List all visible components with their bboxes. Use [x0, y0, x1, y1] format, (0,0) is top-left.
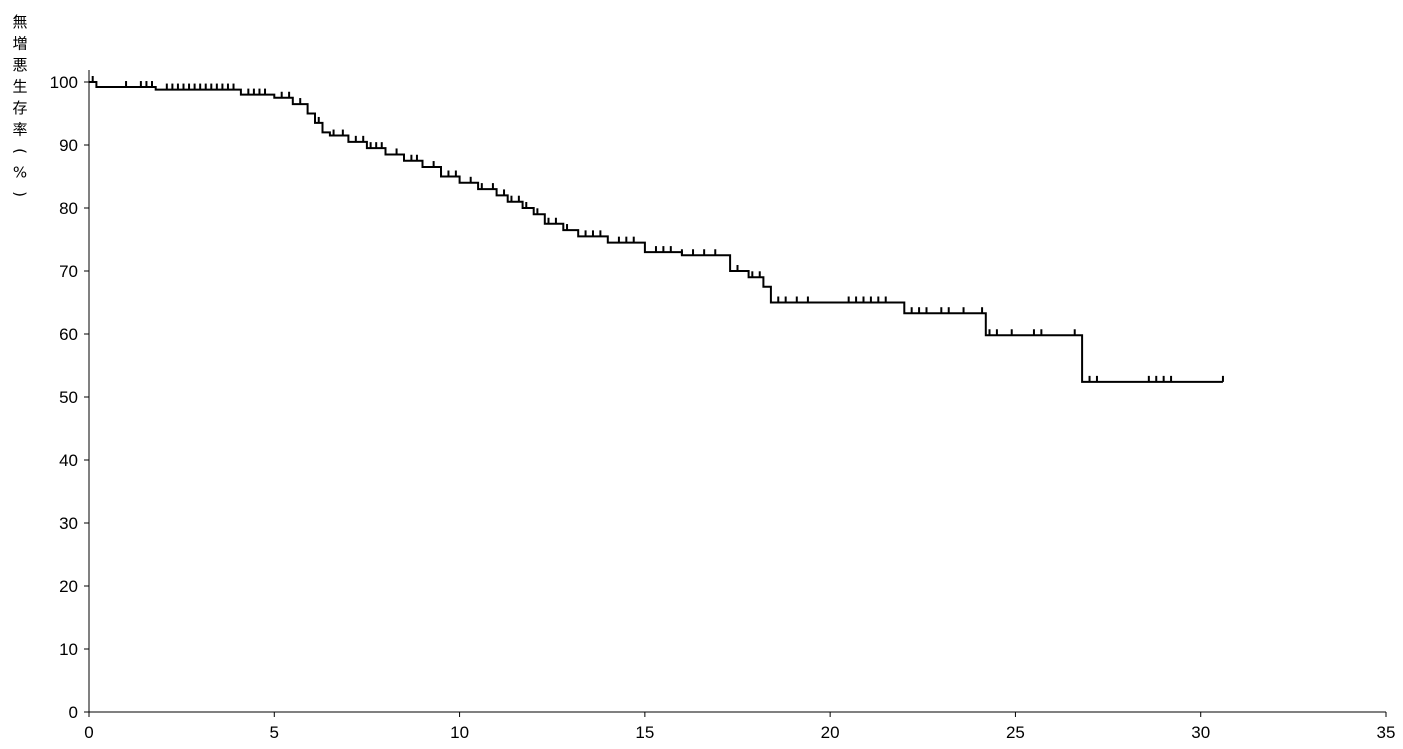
y-tick-label: 80	[59, 199, 78, 218]
chart-plot-area	[89, 76, 1224, 383]
x-tick-label: 15	[635, 723, 654, 742]
x-tick-label: 30	[1191, 723, 1210, 742]
y-axis-label-char: 生	[12, 78, 27, 96]
y-tick-label: 100	[50, 73, 78, 92]
y-axis-label-char: )	[11, 191, 29, 197]
y-axis-label-char: 率	[12, 121, 27, 139]
y-axis-label-char: 無	[12, 13, 27, 31]
chart-ticks: 0 10 20 30 40 50 60 70 80 90 100 0 5 10 15 20 25 30 35	[50, 73, 1396, 742]
y-tick-label: 50	[59, 388, 78, 407]
y-tick-label: 60	[59, 325, 78, 344]
y-axis-label-char: 存	[12, 99, 27, 117]
x-tick-label: 25	[1006, 723, 1025, 742]
y-axis-label-char: (	[11, 148, 29, 154]
y-axis-label-char: %	[13, 164, 27, 182]
y-tick-label: 40	[59, 451, 78, 470]
x-tick-label: 5	[270, 723, 279, 742]
y-tick-label: 0	[69, 703, 78, 722]
x-tick-label: 0	[84, 723, 93, 742]
survival-step-line	[89, 81, 1223, 383]
y-tick-label: 10	[59, 640, 78, 659]
x-tick-label: 20	[821, 723, 840, 742]
y-tick-label: 90	[59, 136, 78, 155]
x-tick-label: 35	[1377, 723, 1396, 742]
y-axis-label-char: 悪	[12, 56, 27, 74]
y-tick-label: 30	[59, 514, 78, 533]
y-tick-label: 20	[59, 577, 78, 596]
x-tick-label: 10	[450, 723, 469, 742]
chart-axes	[88, 70, 1386, 713]
y-tick-label: 70	[59, 262, 78, 281]
y-axis-label-char: 増	[12, 35, 27, 53]
